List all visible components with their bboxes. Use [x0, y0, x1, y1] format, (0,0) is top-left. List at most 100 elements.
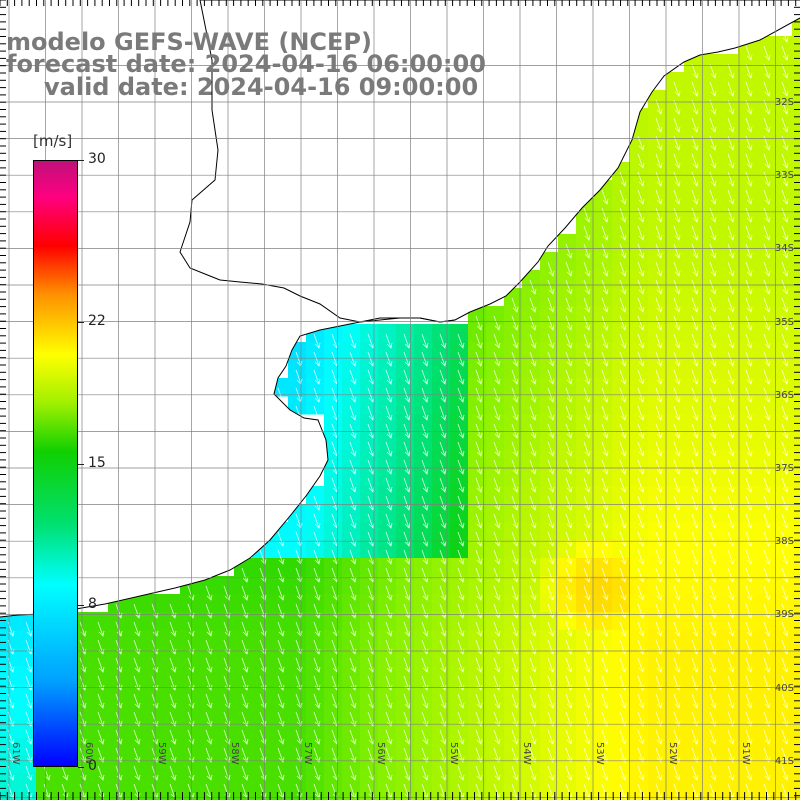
- wind-arrow: [457, 459, 464, 475]
- wind-cell: [702, 522, 721, 541]
- wind-arrow-head: [602, 252, 609, 259]
- wind-cell: [558, 378, 577, 397]
- wind-arrow-head: [764, 126, 771, 133]
- wind-cell: [252, 774, 271, 793]
- wind-arrow-head: [602, 198, 609, 205]
- wind-arrow: [673, 243, 680, 259]
- wind-arrow: [295, 369, 302, 385]
- wind-cell: [522, 306, 541, 325]
- wind-arrow: [619, 405, 626, 421]
- wind-cell: [396, 684, 415, 703]
- wind-cell: [396, 540, 415, 559]
- wind-cell: [648, 486, 667, 505]
- wind-cell: [594, 702, 613, 721]
- wind-cell: [594, 306, 613, 325]
- wind-cell: [522, 450, 541, 469]
- wind-cell: [540, 378, 559, 397]
- wind-arrow: [745, 81, 752, 97]
- wind-cell: [486, 306, 505, 325]
- wind-arrow: [349, 531, 356, 547]
- wind-arrow: [637, 297, 644, 313]
- wind-arrow-head: [638, 252, 645, 259]
- wind-arrow: [511, 297, 518, 313]
- wind-arrow: [709, 297, 716, 313]
- wind-arrow-head: [674, 144, 681, 151]
- wind-arrow: [277, 531, 284, 547]
- wind-arrow-head: [692, 216, 699, 223]
- wind-cell: [720, 594, 739, 613]
- wind-cell: [414, 684, 433, 703]
- wind-cell: [648, 594, 667, 613]
- wind-cell: [522, 342, 541, 361]
- wind-arrow: [673, 297, 680, 313]
- wind-arrow-head: [602, 342, 609, 349]
- wind-cell: [702, 270, 721, 289]
- wind-arrow: [745, 531, 752, 547]
- wind-cell: [774, 450, 793, 469]
- wind-arrow: [511, 441, 518, 457]
- wind-cell: [252, 648, 271, 667]
- wind-arrow: [511, 477, 518, 493]
- wind-cell: [324, 594, 343, 613]
- wind-arrow: [493, 351, 500, 367]
- wind-cell: [432, 468, 451, 487]
- wind-arrow-head: [728, 72, 735, 79]
- wind-arrow: [655, 225, 662, 241]
- wind-cell: [558, 504, 577, 523]
- wind-cell: [630, 162, 649, 181]
- wind-cell: [612, 270, 631, 289]
- wind-cell: [504, 612, 523, 631]
- wind-cell: [630, 702, 649, 721]
- wind-arrow-head: [404, 468, 411, 475]
- wind-cell: [270, 666, 289, 685]
- wind-cell: [540, 648, 559, 667]
- wind-arrow: [601, 441, 608, 457]
- wind-cell: [774, 306, 793, 325]
- wind-cell: [486, 504, 505, 523]
- wind-cell: [756, 216, 775, 235]
- wind-arrow: [421, 351, 428, 367]
- wind-arrow-head: [602, 360, 609, 367]
- wind-cell: [432, 666, 451, 685]
- wind-arrow: [601, 531, 608, 547]
- wind-cell: [594, 774, 613, 793]
- wind-cell: [504, 342, 523, 361]
- wind-arrow-head: [782, 396, 789, 403]
- wind-cell: [540, 414, 559, 433]
- wind-cell: [468, 432, 487, 451]
- wind-arrow: [529, 297, 536, 313]
- wind-arrow-head: [350, 378, 357, 385]
- wind-cell: [522, 792, 541, 800]
- wind-cell: [342, 486, 361, 505]
- wind-cell: [738, 396, 757, 415]
- wind-cell: [234, 666, 253, 685]
- wind-arrow: [403, 333, 410, 349]
- wind-arrow-head: [728, 162, 735, 169]
- wind-arrow: [511, 513, 518, 529]
- wind-arrow-head: [566, 432, 573, 439]
- wind-arrow-head: [620, 216, 627, 223]
- wind-arrow-head: [314, 414, 321, 421]
- wind-cell: [306, 702, 325, 721]
- wind-cell: [450, 666, 469, 685]
- wind-arrow: [331, 531, 338, 547]
- wind-arrow-head: [782, 360, 789, 367]
- wind-arrow-head: [350, 540, 357, 547]
- wind-cell: [720, 450, 739, 469]
- wind-arrow-head: [566, 324, 573, 331]
- wind-cell: [378, 396, 397, 415]
- wind-arrow-head: [764, 306, 771, 313]
- wind-arrow-head: [494, 432, 501, 439]
- wind-arrow: [727, 297, 734, 313]
- wind-arrow: [349, 351, 356, 367]
- wind-arrow-head: [782, 180, 789, 187]
- wind-cell: [612, 306, 631, 325]
- wind-cell: [684, 612, 703, 631]
- wind-arrow: [439, 531, 446, 547]
- wind-arrow: [475, 495, 482, 511]
- wind-arrow-head: [656, 306, 663, 313]
- wind-cell: [378, 414, 397, 433]
- wind-cell: [630, 558, 649, 577]
- wind-cell: [666, 234, 685, 253]
- wind-arrow-head: [692, 198, 699, 205]
